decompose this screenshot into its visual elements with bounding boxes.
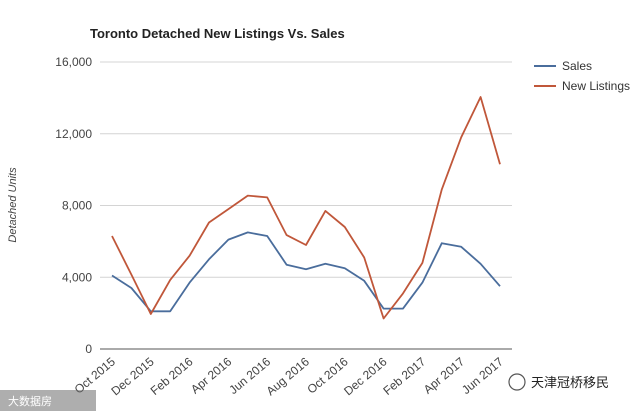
series-lines — [111, 96, 501, 320]
watermark-right: 天津冠桥移民 — [508, 373, 609, 391]
x-tick-label: Aug 2016 — [264, 354, 313, 398]
y-tick-label: 4,000 — [62, 270, 92, 284]
x-tick-label: Dec 2015 — [108, 354, 157, 398]
y-tick-label: 0 — [85, 342, 92, 356]
y-axis-label: Detached Units — [7, 167, 19, 243]
y-tick-label: 8,000 — [62, 199, 92, 213]
legend-label: Sales — [562, 59, 592, 73]
legend-label: New Listings — [562, 79, 630, 93]
x-tick-label: Feb 2016 — [148, 354, 196, 398]
legend: Sales New Listings — [534, 59, 630, 93]
chart-title: Toronto Detached New Listings Vs. Sales — [90, 26, 345, 41]
y-axis-ticks: 0 4,000 8,000 12,000 16,000 — [55, 55, 92, 356]
x-tick-label: Apr 2017 — [421, 354, 468, 396]
gridlines — [100, 61, 512, 350]
x-tick-label: Dec 2016 — [341, 354, 390, 398]
x-tick-label: Apr 2016 — [188, 354, 235, 396]
series-line-new-listings — [111, 96, 501, 320]
x-tick-label: Jun 2017 — [459, 354, 506, 397]
series-line-sales — [111, 231, 501, 313]
x-tick-label: Feb 2017 — [380, 354, 428, 398]
watermark-left: 大数据房 — [0, 390, 96, 411]
y-tick-label: 16,000 — [55, 55, 92, 69]
watermark-right-text: 天津冠桥移民 — [531, 375, 609, 390]
watermark-left-text: 大数据房 — [8, 394, 52, 408]
wechat-icon — [508, 373, 526, 391]
y-tick-label: 12,000 — [55, 127, 92, 141]
